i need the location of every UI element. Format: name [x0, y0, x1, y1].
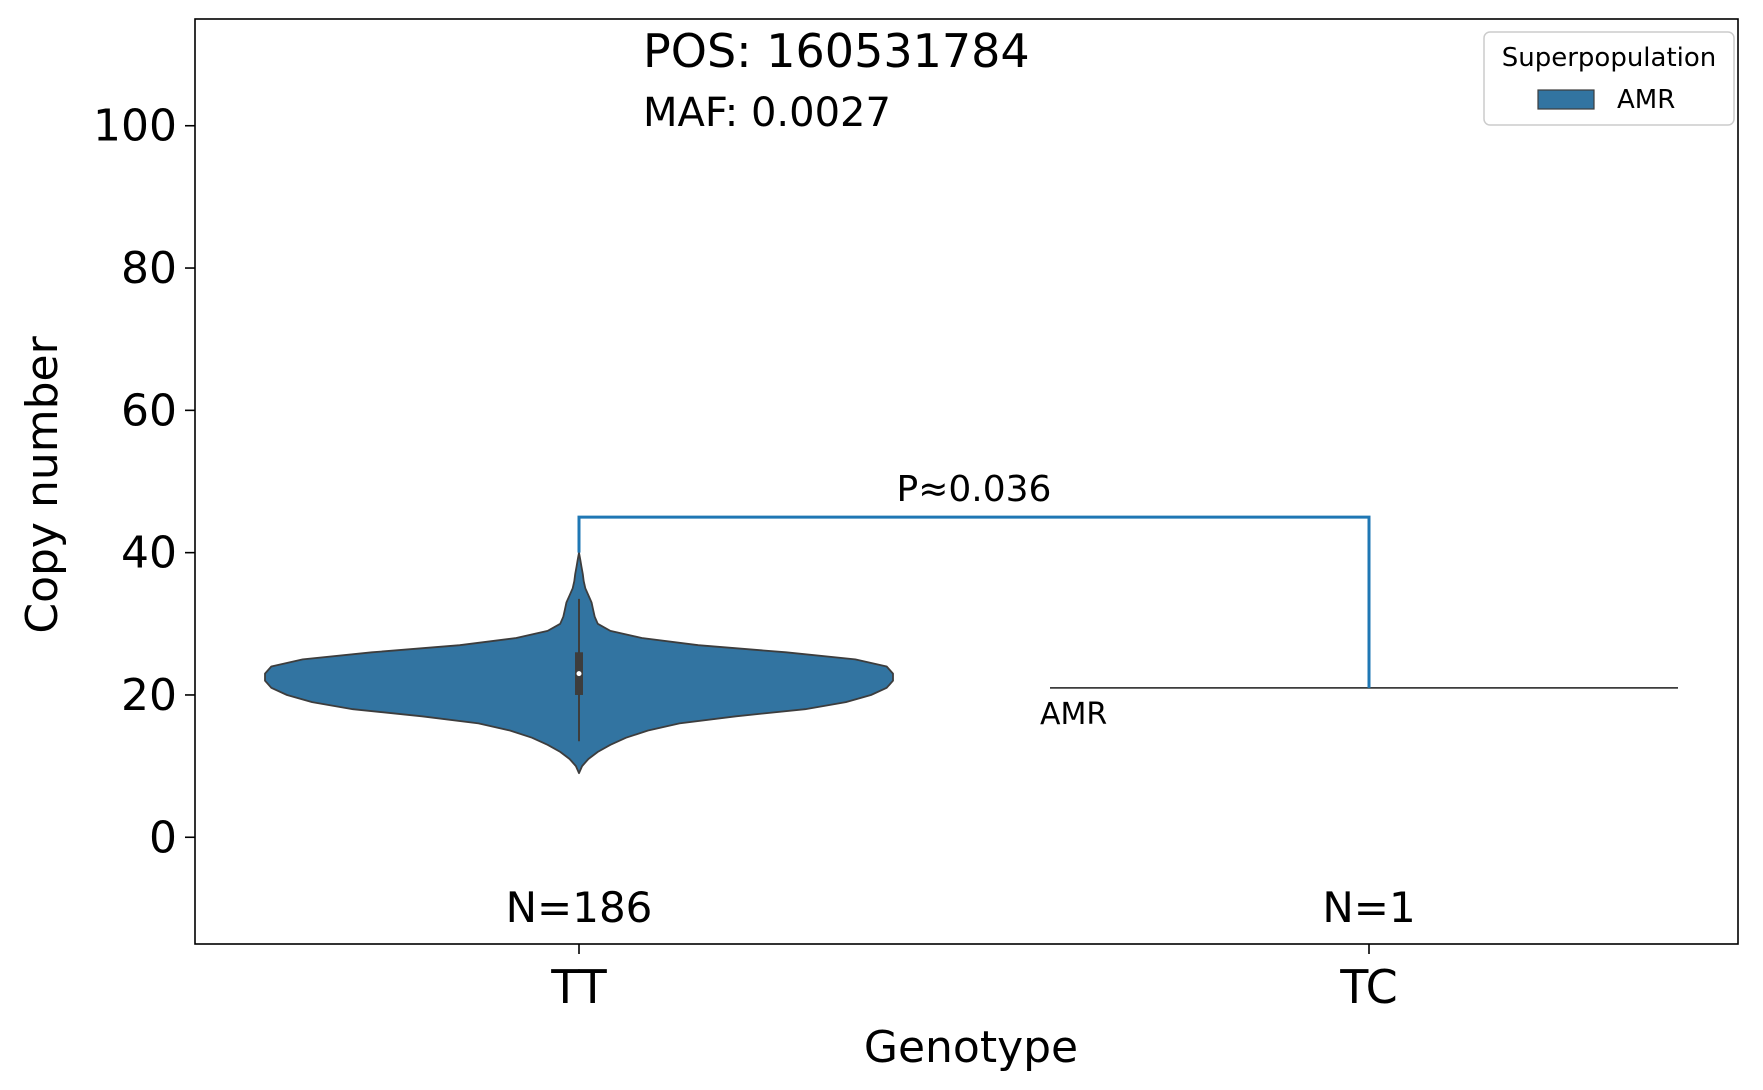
y-tick-label: 40 — [121, 528, 177, 579]
n-count-label: N=1 — [1322, 883, 1415, 932]
x-axis-label: Genotype — [864, 1022, 1078, 1073]
significance-bracket — [577, 515, 1371, 688]
y-tick-label: 100 — [93, 101, 177, 152]
y-tick-label: 80 — [121, 243, 177, 294]
y-tick-label: 0 — [149, 812, 177, 863]
legend-swatch-amr — [1537, 89, 1595, 110]
y-axis: 0 20 40 60 80 100 — [93, 101, 195, 863]
legend-label-amr: AMR — [1617, 85, 1675, 115]
plot-frame — [194, 18, 1739, 945]
y-tick-label: 60 — [121, 385, 177, 436]
plot-area: N=186 N=1 AMR P≈0.036 — [264, 469, 1678, 932]
legend-title: Superpopulation — [1502, 43, 1717, 73]
n-count-label: N=186 — [506, 883, 653, 932]
y-tick-label: 20 — [121, 670, 177, 721]
median-marker — [576, 671, 582, 677]
chart-title-maf: MAF: 0.0027 — [643, 90, 891, 136]
group-label-amr: AMR — [1040, 697, 1107, 732]
x-tick-label: TT — [550, 960, 607, 1014]
x-tick-label: TC — [1339, 960, 1398, 1014]
chart-title-pos: POS: 160531784 — [643, 24, 1030, 78]
legend: Superpopulation AMR — [1483, 31, 1735, 126]
x-axis: TT TC — [550, 944, 1398, 1014]
p-value-label: P≈0.036 — [897, 469, 1052, 510]
y-axis-label: Copy number — [17, 335, 68, 633]
